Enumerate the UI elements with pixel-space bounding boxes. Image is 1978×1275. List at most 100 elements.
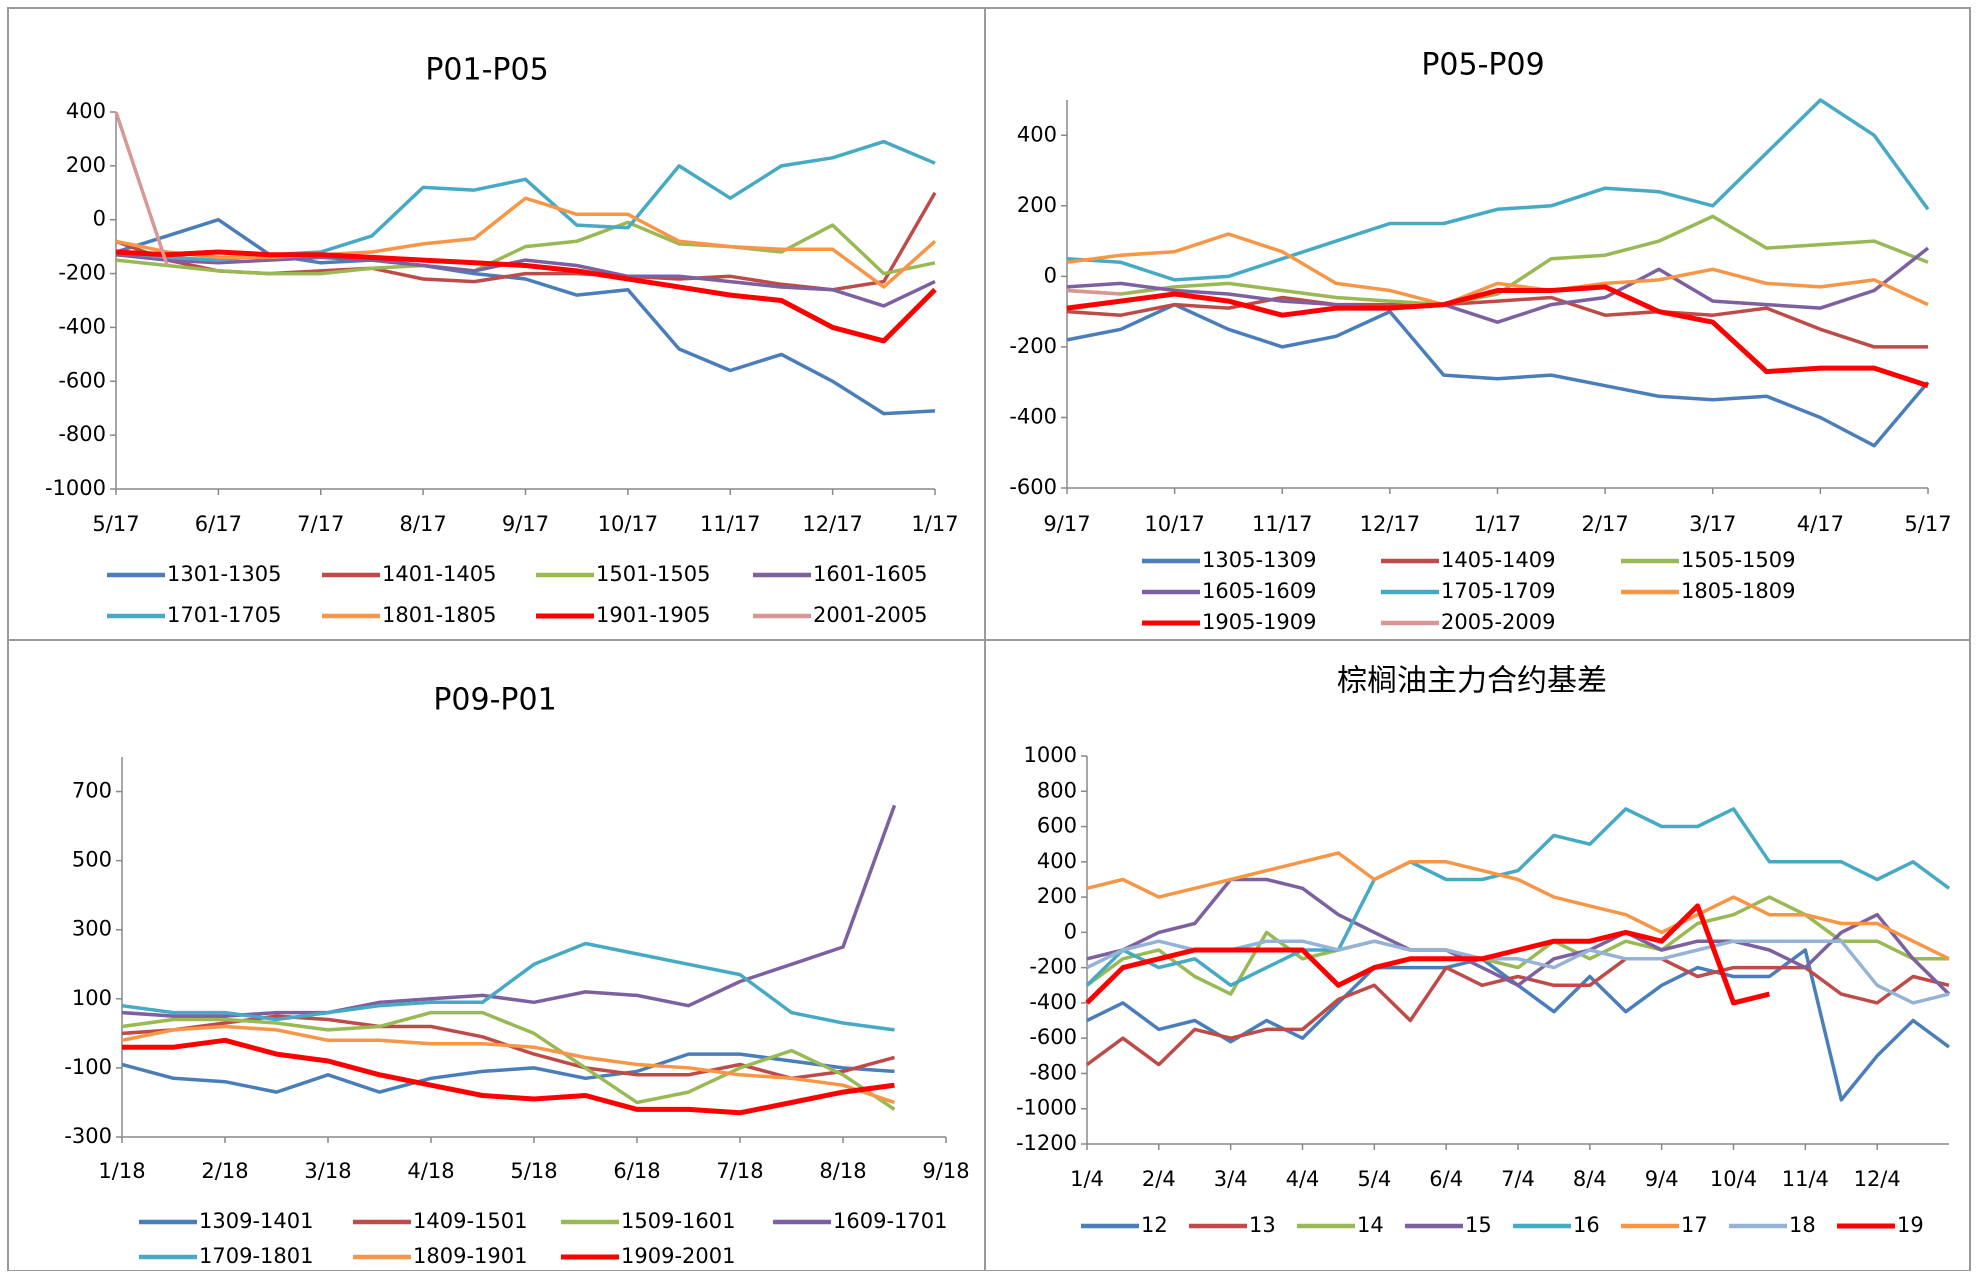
y-tick-label: -400 bbox=[1009, 404, 1057, 428]
series-line bbox=[122, 1037, 895, 1116]
legend-label: 1801-1805 bbox=[382, 603, 496, 627]
y-tick-label: -600 bbox=[1029, 1025, 1077, 1049]
chart-title: P01-P05 bbox=[425, 53, 548, 88]
legend-label: 18 bbox=[1789, 1213, 1816, 1237]
legend-label: 1809-1901 bbox=[413, 1244, 527, 1268]
x-tick-label: 6/18 bbox=[613, 1159, 660, 1183]
x-tick-label: 3/17 bbox=[1689, 512, 1736, 536]
series-line bbox=[1085, 903, 1770, 1006]
x-tick-label: 11/17 bbox=[1252, 512, 1313, 536]
x-tick-label: 4/18 bbox=[407, 1159, 454, 1183]
x-tick-label: 3/4 bbox=[1214, 1167, 1248, 1191]
y-tick-label: -800 bbox=[58, 422, 106, 446]
x-tick-label: 4/4 bbox=[1286, 1167, 1320, 1191]
y-tick-label: 100 bbox=[72, 986, 112, 1010]
legend-label: 1309-1401 bbox=[199, 1209, 313, 1233]
legend-label: 1305-1309 bbox=[1202, 548, 1316, 572]
y-tick-label: 200 bbox=[66, 153, 106, 177]
y-tick-label: 200 bbox=[1017, 193, 1057, 217]
x-tick-label: 5/4 bbox=[1357, 1167, 1391, 1191]
y-tick-label: 600 bbox=[1037, 814, 1077, 838]
x-tick-label: 7/17 bbox=[297, 512, 344, 536]
series-line bbox=[121, 1010, 896, 1111]
series-line bbox=[115, 196, 937, 289]
x-tick-label: 6/17 bbox=[195, 512, 242, 536]
y-tick-label: 400 bbox=[1017, 122, 1057, 146]
legend-label: 1805-1809 bbox=[1681, 579, 1795, 603]
y-tick-label: -100 bbox=[64, 1055, 112, 1079]
y-tick-label: -600 bbox=[1009, 475, 1057, 499]
chart-title: P05-P09 bbox=[1421, 48, 1544, 83]
x-tick-label: 1/4 bbox=[1070, 1167, 1104, 1191]
legend-label: 17 bbox=[1681, 1213, 1708, 1237]
series-line bbox=[115, 220, 936, 276]
legend-label: 1909-2001 bbox=[621, 1244, 735, 1268]
series-line bbox=[1066, 288, 1121, 296]
x-tick-label: 3/18 bbox=[304, 1159, 351, 1183]
legend-label: 19 bbox=[1897, 1213, 1924, 1237]
x-tick-label: 12/17 bbox=[1360, 512, 1421, 536]
x-tick-label: 8/18 bbox=[819, 1159, 866, 1183]
y-tick-label: 1000 bbox=[1024, 743, 1077, 767]
x-tick-label: 11/4 bbox=[1782, 1167, 1829, 1191]
legend-label: 1609-1701 bbox=[833, 1209, 947, 1233]
legend-label: 1709-1801 bbox=[199, 1244, 313, 1268]
legend-label: 12 bbox=[1141, 1213, 1168, 1237]
legend-label: 1705-1709 bbox=[1441, 579, 1555, 603]
y-tick-label: 0 bbox=[93, 207, 106, 231]
x-tick-label: 1/18 bbox=[98, 1159, 145, 1183]
series-line bbox=[114, 111, 169, 267]
legend-label: 16 bbox=[1573, 1213, 1600, 1237]
y-tick-label: -1000 bbox=[1016, 1096, 1077, 1120]
x-tick-label: 5/17 bbox=[92, 512, 139, 536]
series-line bbox=[1066, 98, 1930, 282]
x-tick-label: 11/17 bbox=[700, 512, 761, 536]
series-line bbox=[1066, 246, 1930, 324]
chart-title: P09-P01 bbox=[433, 683, 556, 718]
y-tick-label: -200 bbox=[58, 261, 106, 285]
legend-label: 14 bbox=[1357, 1213, 1384, 1237]
legend-label: 2001-2005 bbox=[813, 603, 927, 627]
x-tick-label: 1/17 bbox=[911, 512, 958, 536]
series-line bbox=[1066, 295, 1928, 349]
legend-label: 13 bbox=[1249, 1213, 1276, 1237]
series-line bbox=[1066, 232, 1929, 307]
legend-label: 1601-1605 bbox=[813, 562, 927, 586]
y-tick-label: -200 bbox=[1009, 334, 1057, 358]
legend-label: 1409-1501 bbox=[413, 1209, 527, 1233]
legend-label: 1605-1609 bbox=[1202, 579, 1316, 603]
y-tick-label: 200 bbox=[1037, 884, 1077, 908]
y-tick-label: -400 bbox=[58, 314, 106, 338]
y-tick-label: 700 bbox=[72, 779, 112, 803]
y-tick-label: -600 bbox=[58, 368, 106, 392]
legend-label: 1401-1405 bbox=[382, 562, 496, 586]
legend-label: 15 bbox=[1465, 1213, 1492, 1237]
y-tick-label: -1200 bbox=[1016, 1131, 1077, 1155]
x-tick-label: 5/17 bbox=[1904, 512, 1951, 536]
legend-label: 1509-1601 bbox=[621, 1209, 735, 1233]
x-tick-label: 9/18 bbox=[922, 1159, 969, 1183]
y-tick-label: 300 bbox=[72, 917, 112, 941]
x-tick-label: 12/4 bbox=[1854, 1167, 1901, 1191]
y-tick-label: 0 bbox=[1064, 919, 1077, 943]
y-tick-label: 400 bbox=[66, 99, 106, 123]
series-line bbox=[115, 252, 936, 308]
series-line bbox=[1086, 851, 1950, 961]
series-line bbox=[1066, 284, 1929, 389]
y-tick-label: -1000 bbox=[45, 476, 106, 500]
y-tick-label: 0 bbox=[1044, 263, 1057, 287]
legend-label: 1405-1409 bbox=[1441, 548, 1555, 572]
chart-title: 棕榈油主力合约基差 bbox=[1337, 664, 1607, 699]
series-line bbox=[1066, 302, 1930, 448]
legend-label: 1505-1509 bbox=[1681, 548, 1795, 572]
x-tick-label: 12/17 bbox=[802, 512, 863, 536]
x-tick-label: 10/17 bbox=[1144, 512, 1205, 536]
legend-label: 2005-2009 bbox=[1441, 610, 1555, 634]
x-tick-label: 10/17 bbox=[598, 512, 659, 536]
x-tick-label: 5/18 bbox=[510, 1159, 557, 1183]
legend-label: 1905-1909 bbox=[1202, 610, 1316, 634]
series-line bbox=[121, 941, 895, 1032]
x-tick-label: 4/17 bbox=[1797, 512, 1844, 536]
series-line bbox=[1085, 807, 1951, 988]
